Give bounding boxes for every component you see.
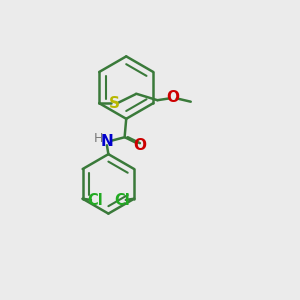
Text: Cl: Cl bbox=[114, 193, 130, 208]
Text: O: O bbox=[134, 138, 147, 153]
Text: S: S bbox=[109, 96, 120, 111]
Text: N: N bbox=[100, 134, 113, 149]
Text: Cl: Cl bbox=[87, 193, 103, 208]
Text: H: H bbox=[93, 132, 103, 145]
Text: O: O bbox=[167, 90, 179, 105]
